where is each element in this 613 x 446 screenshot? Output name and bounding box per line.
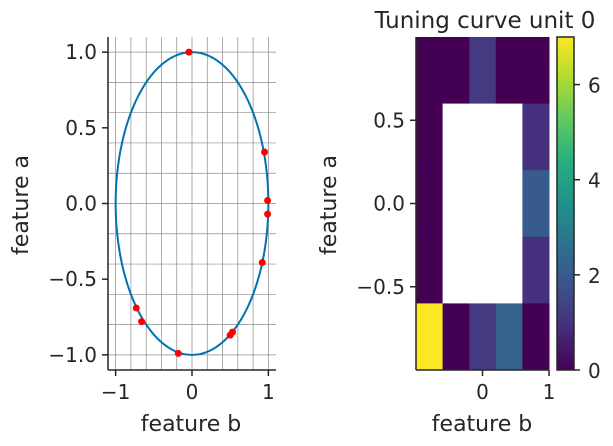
chart-title: Tuning curve unit 0 bbox=[374, 8, 596, 34]
heatmap-cell bbox=[495, 303, 523, 371]
tick-labels: 0 1 0.5 0.0 −0.5 bbox=[356, 108, 555, 404]
data-point bbox=[174, 349, 182, 357]
data-point bbox=[264, 196, 272, 204]
heatmap-cell bbox=[442, 303, 470, 371]
heatmap-cell bbox=[522, 236, 550, 304]
empty-cell bbox=[469, 236, 497, 304]
sample-points bbox=[132, 48, 272, 357]
ellipse-curve bbox=[114, 51, 270, 356]
empty-cell bbox=[495, 236, 523, 304]
x-tick-label: 0 bbox=[476, 380, 489, 404]
x-axis-label: feature b bbox=[432, 412, 532, 437]
colorbar-tick-label: 6 bbox=[588, 74, 601, 98]
x-tick-label: −1 bbox=[101, 380, 130, 404]
empty-cell bbox=[442, 103, 470, 171]
data-point bbox=[138, 318, 146, 326]
empty-cell bbox=[442, 170, 470, 238]
data-point bbox=[228, 328, 236, 336]
heatmap-cell bbox=[469, 303, 497, 371]
y-tick-label: 0.5 bbox=[373, 108, 405, 132]
heatmap-cell bbox=[416, 103, 444, 171]
heatmap-cell bbox=[522, 303, 550, 371]
heatmap-cell bbox=[416, 37, 444, 105]
empty-cell bbox=[495, 170, 523, 238]
colorbar-tick-label: 0 bbox=[588, 359, 601, 383]
empty-cell bbox=[469, 170, 497, 238]
x-tick-label: 0 bbox=[186, 380, 199, 404]
data-point bbox=[261, 148, 269, 156]
colorbar-tick-label: 2 bbox=[588, 264, 601, 288]
colorbar bbox=[556, 36, 575, 371]
heatmap-chart: Tuning curve unit 0 0 1 0.5 0.0 −0.5 feature… bbox=[317, 8, 601, 437]
colorbar-ticks: 0 2 4 6 bbox=[574, 74, 601, 383]
empty-cell bbox=[442, 236, 470, 304]
colorbar-tick-label: 4 bbox=[588, 169, 601, 193]
heatmap-cell bbox=[416, 236, 444, 304]
x-tick-label: 1 bbox=[262, 380, 275, 404]
heatmap-cell bbox=[442, 37, 470, 105]
y-tick-label: 0.0 bbox=[65, 192, 97, 216]
empty-cell bbox=[469, 103, 497, 171]
y-tick-label: 0.0 bbox=[373, 192, 405, 216]
heatmap-cell bbox=[469, 37, 497, 105]
heatmap-cell bbox=[416, 303, 444, 371]
heatmap-cell bbox=[522, 103, 550, 171]
grid-lines bbox=[108, 37, 276, 370]
data-point bbox=[258, 259, 266, 267]
data-point bbox=[132, 304, 140, 312]
heatmap-cell bbox=[522, 170, 550, 238]
y-axis-label: feature a bbox=[317, 155, 342, 255]
y-tick-label: −0.5 bbox=[48, 267, 97, 291]
empty-cell bbox=[495, 103, 523, 171]
heatmap-cells bbox=[416, 37, 550, 371]
x-tick-label: 1 bbox=[543, 380, 556, 404]
y-tick-label: −1.0 bbox=[48, 343, 97, 367]
scatter-chart: −1 0 1 1.0 0.5 0.0 −0.5 −1.0 feature b feature … bbox=[9, 37, 276, 437]
heatmap-cell bbox=[416, 170, 444, 238]
y-axis-label: feature a bbox=[9, 155, 34, 255]
heatmap-cell bbox=[522, 37, 550, 105]
y-tick-label: 0.5 bbox=[65, 116, 97, 140]
y-tick-label: −0.5 bbox=[356, 275, 405, 299]
data-point bbox=[264, 210, 272, 218]
x-axis-label: feature b bbox=[141, 412, 241, 437]
heatmap-cell bbox=[495, 37, 523, 105]
y-tick-label: 1.0 bbox=[65, 40, 97, 64]
data-point bbox=[185, 48, 193, 56]
tick-labels: −1 0 1 1.0 0.5 0.0 −0.5 −1.0 bbox=[48, 40, 274, 404]
